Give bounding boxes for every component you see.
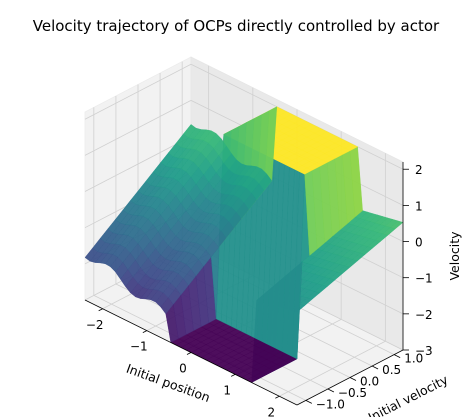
x-tick-mark xyxy=(186,352,192,355)
y-tick-label: 0.0 xyxy=(360,375,379,389)
y-tick-label: 1.0 xyxy=(404,352,423,366)
y-tick-mark xyxy=(327,388,335,393)
z-gridline xyxy=(84,63,192,120)
z-axis-label: Velocity xyxy=(447,231,462,281)
tick-marks: −2 −1 0 1 2 −1.0−0.50.00.51.0−3 −2 −1 0 1 2 xyxy=(86,163,433,417)
chart-title: Velocity trajectory of OCPs directly con… xyxy=(33,17,440,35)
x-tick-label: −1 xyxy=(130,340,148,354)
z-tick-label: 1 xyxy=(415,199,423,213)
y-tick-label: −1.0 xyxy=(316,397,345,411)
z-tick-label: 0 xyxy=(415,236,423,250)
x-tick-label: 0 xyxy=(179,362,187,376)
y-tick-mark xyxy=(371,365,379,370)
x-tick-label: 2 xyxy=(267,405,275,417)
y-tick-mark xyxy=(393,354,401,358)
x-tick-mark xyxy=(275,395,280,399)
z-gridline xyxy=(84,136,192,192)
z-tick-label: −2 xyxy=(415,308,433,322)
y-tick-label: −0.5 xyxy=(338,386,367,400)
surface-patch xyxy=(183,124,197,138)
z-tick-label: −3 xyxy=(415,344,433,358)
x-tick-label: 1 xyxy=(223,383,231,397)
surface-plot xyxy=(84,106,404,383)
z-tick-label: −1 xyxy=(415,272,433,286)
x-tick-label: −2 xyxy=(86,318,104,332)
z-tick-label: 2 xyxy=(415,163,423,177)
x-tick-mark xyxy=(230,374,236,377)
y-tick-mark xyxy=(305,400,313,404)
y-tick-mark xyxy=(349,377,357,381)
y-tick-label: 0.5 xyxy=(382,363,401,377)
x-tick-mark xyxy=(98,308,103,312)
z-gridline xyxy=(84,100,192,156)
x-tick-mark xyxy=(142,330,148,333)
x-axis-label: Initial position xyxy=(124,361,212,405)
